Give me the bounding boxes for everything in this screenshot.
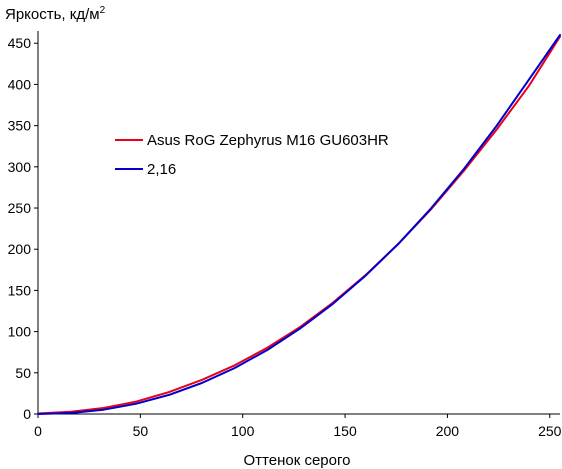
y-tick-label: 50 [15,365,31,381]
y-ticks: 0 50 100 150 200 250 300 350 400 450 [8,35,38,422]
series-line-1 [37,35,561,415]
x-tick-label: 150 [333,423,357,439]
legend: Asus RoG Zephyrus M16 GU603HR 2,16 [115,132,389,178]
x-tick-label: 250 [538,423,562,439]
y-tick-label: 350 [8,118,32,134]
y-tick-label: 250 [8,200,32,216]
x-ticks: 0 50 100 150 200 250 [34,414,562,439]
y-tick-label: 0 [23,406,31,422]
y-tick-label: 200 [8,241,32,257]
y-tick-label: 300 [8,159,32,175]
y-tick-label: 450 [8,35,32,51]
series-lines [37,34,561,415]
legend-label-series-2: 2,16 [147,161,176,178]
series-line-2 [37,34,561,415]
y-tick-label: 100 [8,324,32,340]
legend-label-series-1: Asus RoG Zephyrus M16 GU603HR [147,132,389,149]
y-tick-label: 150 [8,282,32,298]
x-tick-label: 100 [231,423,255,439]
x-tick-label: 200 [436,423,460,439]
y-axis-label: Яркость, кд/м2 [5,5,106,23]
x-tick-label: 0 [34,423,42,439]
x-axis-label: Оттенок серого [244,452,351,469]
x-tick-label: 50 [133,423,149,439]
y-tick-label: 400 [8,76,32,92]
axes [37,31,560,415]
